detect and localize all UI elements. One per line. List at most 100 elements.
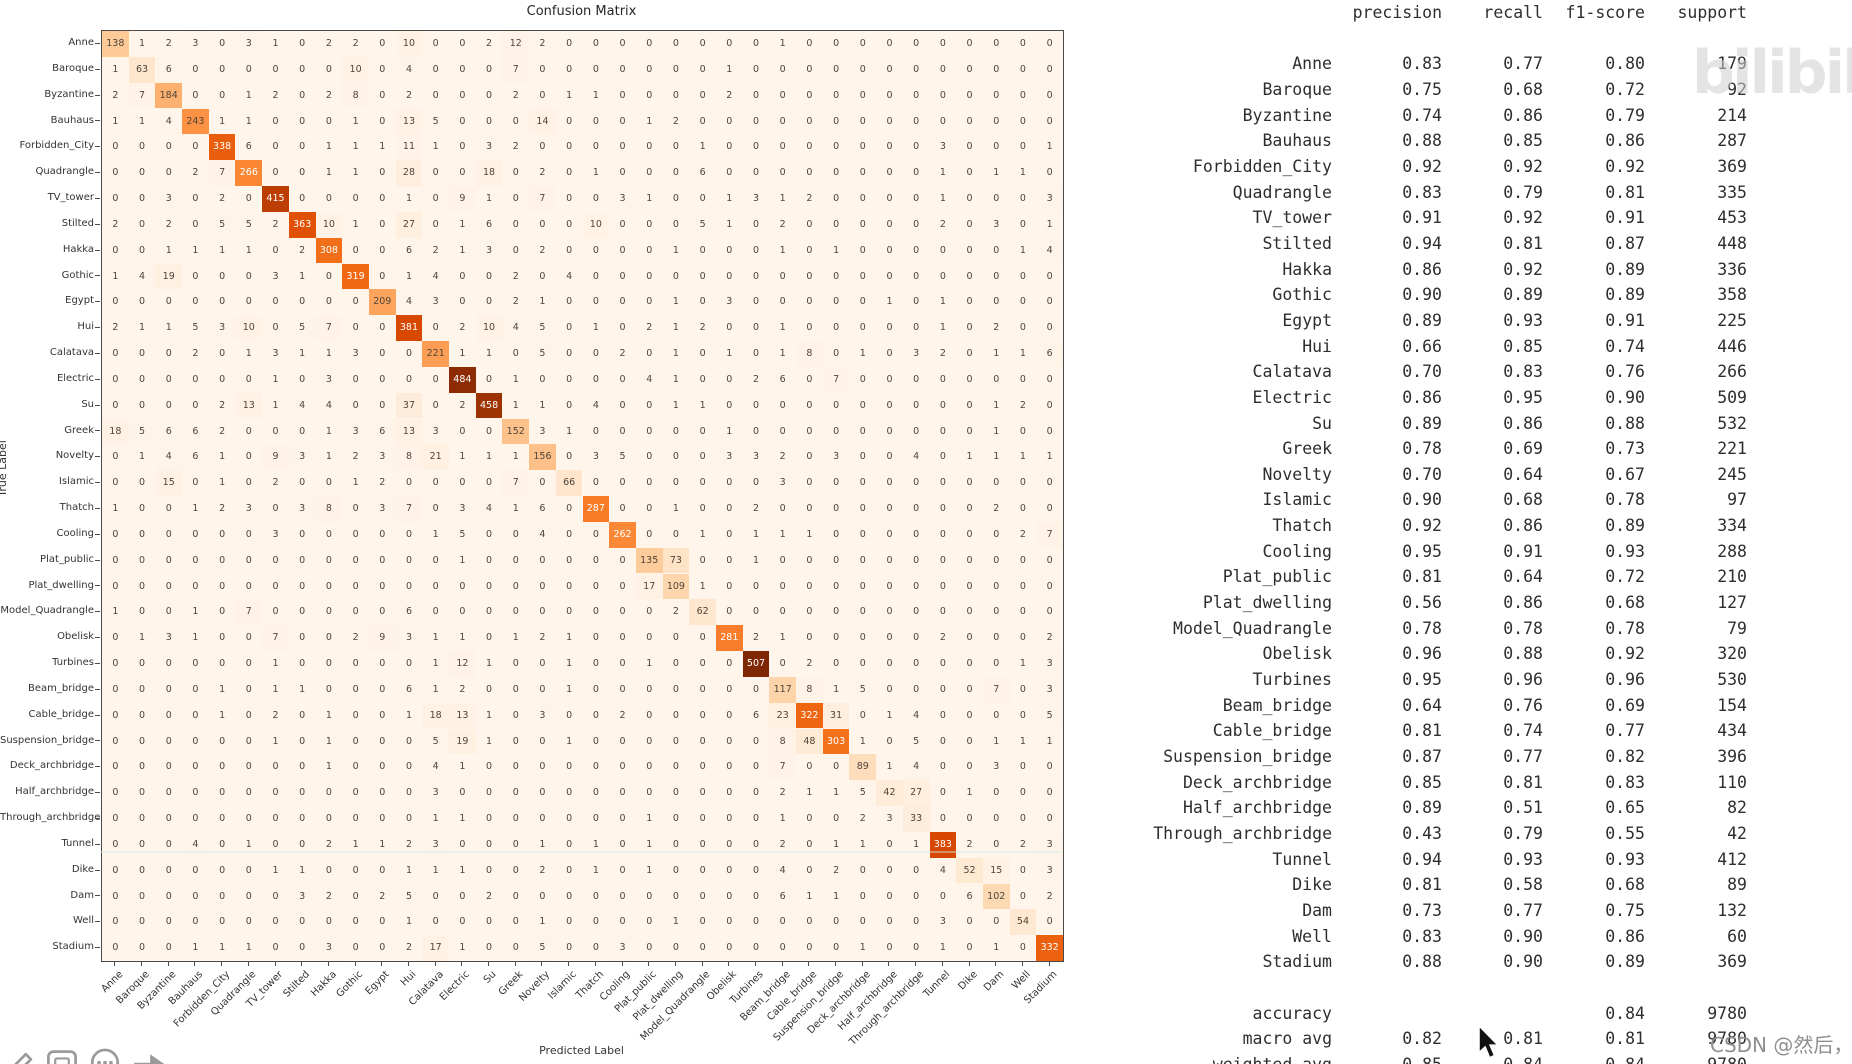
matrix-cell: 0 bbox=[475, 625, 503, 651]
matrix-cell: 21 bbox=[422, 444, 450, 471]
matrix-cell: 0 bbox=[662, 702, 690, 729]
matrix-cell: 1 bbox=[208, 935, 236, 961]
matrix-cell: 52 bbox=[956, 857, 983, 884]
matrix-cell: 0 bbox=[449, 780, 476, 806]
matrix-cell: 0 bbox=[342, 780, 369, 806]
matrix-cell: 0 bbox=[395, 754, 423, 781]
matrix-cell: 0 bbox=[102, 909, 129, 936]
frame-icon[interactable] bbox=[45, 1044, 79, 1064]
matrix-cell: 1 bbox=[742, 547, 770, 574]
matrix-cell: 0 bbox=[742, 573, 770, 600]
y-tick-label: Dam bbox=[70, 889, 94, 901]
report-row: Gothic 0.90 0.89 0.89 358 bbox=[1152, 282, 1747, 308]
matrix-cell: 1 bbox=[102, 56, 129, 83]
matrix-cell: 0 bbox=[742, 341, 770, 367]
y-tick-label: Bauhaus bbox=[50, 114, 94, 126]
matrix-cell: 6 bbox=[1036, 341, 1063, 367]
matrix-cell: 0 bbox=[849, 599, 877, 626]
precision-value: 0.89 bbox=[1402, 798, 1442, 818]
x-tick bbox=[968, 961, 970, 966]
matrix-cell: 1 bbox=[715, 341, 743, 367]
matrix-cell: 0 bbox=[1036, 780, 1063, 806]
matrix-cell: 28 bbox=[395, 160, 423, 186]
matrix-cell: 0 bbox=[742, 82, 770, 109]
precision-value bbox=[1332, 1001, 1442, 1027]
matrix-cell: 0 bbox=[849, 289, 877, 316]
matrix-cell: 0 bbox=[235, 366, 263, 393]
matrix-cell: 1 bbox=[422, 625, 450, 651]
matrix-cell: 0 bbox=[529, 470, 556, 496]
matrix-cell: 1 bbox=[235, 108, 263, 135]
matrix-cell: 1 bbox=[342, 134, 369, 161]
matrix-cell: 0 bbox=[208, 573, 236, 600]
matrix-cell: 1 bbox=[262, 366, 289, 393]
matrix-cell: 0 bbox=[982, 547, 1010, 574]
matrix-cell: 0 bbox=[982, 806, 1010, 832]
matrix-cell: 2 bbox=[796, 651, 823, 677]
matrix-cell: 0 bbox=[342, 676, 369, 703]
matrix-cell: 0 bbox=[742, 211, 770, 238]
matrix-cell: 0 bbox=[635, 444, 663, 471]
matrix-cell: 0 bbox=[155, 134, 183, 161]
matrix-cell: 0 bbox=[1009, 82, 1037, 109]
matrix-cell: 3 bbox=[902, 341, 930, 367]
matrix-cell: 6 bbox=[395, 676, 423, 703]
matrix-cell: 1 bbox=[929, 315, 957, 341]
matrix-cell: 0 bbox=[1036, 315, 1063, 341]
matrix-cell: 0 bbox=[849, 651, 877, 677]
matrix-cell: 332 bbox=[1036, 935, 1063, 961]
matrix-cell: 0 bbox=[715, 263, 743, 290]
y-tick bbox=[95, 740, 100, 742]
matrix-cell: 0 bbox=[822, 806, 850, 832]
x-tick-label: Hakka bbox=[308, 969, 339, 999]
matrix-cell: 0 bbox=[422, 315, 450, 341]
matrix-cell: 3 bbox=[422, 289, 450, 316]
report-row: Dike 0.81 0.58 0.68 89 bbox=[1152, 872, 1747, 898]
matrix-cell: 1 bbox=[502, 444, 530, 471]
matrix-cell: 0 bbox=[582, 263, 610, 290]
matrix-cell: 0 bbox=[635, 470, 663, 496]
matrix-cell: 0 bbox=[876, 186, 903, 212]
support-value: 9780 bbox=[1645, 1052, 1747, 1064]
matrix-cell: 10 bbox=[475, 315, 503, 341]
x-tick bbox=[407, 961, 409, 966]
matrix-cell: 0 bbox=[555, 392, 583, 419]
matrix-cell: 0 bbox=[155, 806, 183, 832]
report-row: Cable_bridge 0.81 0.74 0.77 434 bbox=[1152, 718, 1747, 744]
x-tick bbox=[835, 961, 837, 966]
arrow-icon[interactable] bbox=[131, 1044, 171, 1064]
matrix-cell: 0 bbox=[128, 883, 156, 910]
ellipsis-icon[interactable] bbox=[88, 1044, 122, 1064]
matrix-cell: 0 bbox=[555, 883, 583, 910]
matrix-cell: 2 bbox=[982, 496, 1010, 522]
x-tick bbox=[1048, 961, 1050, 966]
precision-value: 0.83 bbox=[1402, 926, 1442, 946]
matrix-cell: 0 bbox=[128, 702, 156, 729]
matrix-cell: 0 bbox=[422, 31, 450, 57]
matrix-cell: 0 bbox=[662, 134, 690, 161]
matrix-cell: 0 bbox=[315, 599, 343, 626]
support-value: 446 bbox=[1717, 336, 1747, 356]
matrix-cell: 0 bbox=[502, 651, 530, 677]
precision-value: 0.85 bbox=[1402, 772, 1442, 792]
matrix-cell: 3 bbox=[475, 134, 503, 161]
matrix-cell: 4 bbox=[529, 521, 556, 548]
matrix-cell: 0 bbox=[635, 341, 663, 367]
matrix-cell: 0 bbox=[876, 366, 903, 393]
matrix-cell: 0 bbox=[876, 160, 903, 186]
class-name: Beam_bridge bbox=[1222, 695, 1332, 715]
matrix-cell: 0 bbox=[262, 315, 289, 341]
matrix-cell: 0 bbox=[849, 625, 877, 651]
matrix-cell: 0 bbox=[929, 754, 957, 781]
matrix-cell: 0 bbox=[715, 237, 743, 264]
matrix-cell: 0 bbox=[609, 237, 636, 264]
matrix-cell: 4 bbox=[155, 444, 183, 471]
pencil-icon[interactable] bbox=[2, 1044, 36, 1064]
support-value: 396 bbox=[1717, 747, 1747, 767]
support-value: 412 bbox=[1717, 849, 1747, 869]
matrix-cell: 1 bbox=[128, 625, 156, 651]
matrix-cell: 5 bbox=[422, 728, 450, 755]
matrix-cell: 0 bbox=[315, 547, 343, 574]
matrix-cell: 0 bbox=[742, 56, 770, 83]
matrix-cell: 0 bbox=[715, 754, 743, 781]
